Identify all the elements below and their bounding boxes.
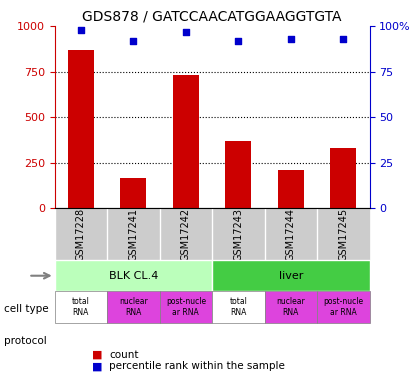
Text: protocol: protocol [4, 336, 47, 346]
Bar [225, 141, 252, 208]
Text: GSM17245: GSM17245 [339, 208, 348, 261]
Text: GSM17243: GSM17243 [234, 208, 243, 261]
FancyBboxPatch shape [55, 208, 107, 260]
FancyBboxPatch shape [317, 208, 370, 260]
Text: total
RNA: total RNA [229, 297, 247, 316]
Bar [173, 75, 199, 208]
Bar [330, 148, 357, 208]
Point [182, 29, 189, 35]
Text: nuclear
RNA: nuclear RNA [119, 297, 148, 316]
Text: BLK CL.4: BLK CL.4 [109, 271, 158, 281]
Text: GSM17241: GSM17241 [129, 208, 138, 261]
FancyBboxPatch shape [55, 260, 212, 291]
Text: total
RNA: total RNA [72, 297, 90, 316]
Title: GDS878 / GATCCAACATGGAAGGTGTA: GDS878 / GATCCAACATGGAAGGTGTA [82, 10, 342, 24]
FancyBboxPatch shape [55, 291, 107, 322]
Text: GSM17228: GSM17228 [76, 208, 86, 261]
FancyBboxPatch shape [107, 208, 160, 260]
FancyBboxPatch shape [317, 291, 370, 322]
Bar [278, 170, 304, 208]
FancyBboxPatch shape [212, 208, 265, 260]
Text: GSM17244: GSM17244 [286, 208, 296, 261]
Text: ■: ■ [92, 350, 103, 360]
Bar [120, 178, 147, 208]
Point [235, 38, 242, 44]
Text: count: count [109, 350, 139, 360]
Point [288, 36, 294, 42]
Bar [68, 50, 94, 208]
Text: percentile rank within the sample: percentile rank within the sample [109, 361, 285, 371]
FancyBboxPatch shape [160, 291, 212, 322]
FancyBboxPatch shape [212, 291, 265, 322]
FancyBboxPatch shape [107, 291, 160, 322]
Point [77, 27, 84, 33]
Text: ■: ■ [92, 361, 103, 371]
Text: post-nucle
ar RNA: post-nucle ar RNA [323, 297, 363, 316]
Text: cell type: cell type [4, 304, 49, 314]
Text: post-nucle
ar RNA: post-nucle ar RNA [166, 297, 206, 316]
Point [130, 38, 137, 44]
FancyBboxPatch shape [265, 208, 317, 260]
Text: GSM17242: GSM17242 [181, 208, 191, 261]
Text: nuclear
RNA: nuclear RNA [276, 297, 305, 316]
Point [340, 36, 347, 42]
FancyBboxPatch shape [212, 260, 370, 291]
FancyBboxPatch shape [265, 291, 317, 322]
Text: liver: liver [278, 271, 303, 281]
FancyBboxPatch shape [160, 208, 212, 260]
